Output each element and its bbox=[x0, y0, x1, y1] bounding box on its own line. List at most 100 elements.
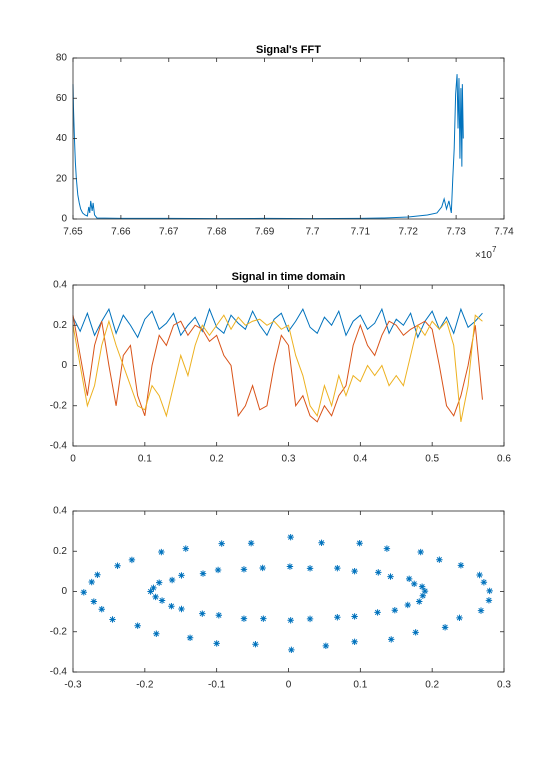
x-tick-label: 0.5 bbox=[425, 454, 439, 465]
scatter-marker bbox=[436, 556, 443, 563]
scatter-marker bbox=[318, 539, 325, 546]
scatter-marker bbox=[477, 607, 485, 614]
y-tick-label: 0.2 bbox=[53, 320, 67, 331]
x-tick-label: 0.3 bbox=[497, 680, 511, 691]
scatter-marker bbox=[387, 573, 394, 580]
y-tick-label: -0.2 bbox=[50, 626, 68, 637]
scatter-marker bbox=[215, 612, 223, 619]
scatter-marker bbox=[287, 617, 294, 624]
scatter-marker bbox=[186, 634, 194, 641]
x-tick-label: 0 bbox=[70, 454, 76, 465]
scatter-marker bbox=[247, 540, 255, 547]
scatter-marker bbox=[147, 588, 154, 595]
x-tick-label: 7.7 bbox=[305, 227, 319, 238]
scatter-marker bbox=[155, 579, 163, 586]
scatter-marker bbox=[322, 642, 330, 650]
scatter-marker bbox=[240, 615, 248, 622]
x-tick-label: 0.1 bbox=[138, 454, 152, 465]
y-tick-label: 0.2 bbox=[53, 546, 67, 557]
scatter-marker bbox=[150, 584, 157, 592]
x-tick-label: 0.2 bbox=[210, 454, 224, 465]
scatter-marker bbox=[486, 587, 493, 595]
y-tick-label: 60 bbox=[56, 93, 68, 104]
scatter-marker bbox=[178, 572, 185, 579]
x-tick-label: 7.67 bbox=[159, 227, 179, 238]
x-tick-label: -0.2 bbox=[136, 680, 154, 691]
scatter-marker bbox=[411, 580, 418, 588]
x-tick-label: 0.2 bbox=[425, 680, 439, 691]
x-tick-label: 7.68 bbox=[207, 227, 227, 238]
scatter-marker bbox=[287, 533, 294, 541]
scatter-marker bbox=[457, 562, 465, 569]
scatter-marker bbox=[218, 540, 225, 547]
scatter-marker bbox=[199, 570, 207, 577]
scatter-marker bbox=[199, 610, 206, 617]
exponent-power: 7 bbox=[492, 245, 497, 254]
scatter-marker bbox=[306, 615, 314, 623]
scatter-marker bbox=[374, 609, 381, 616]
scatter-marker bbox=[114, 562, 121, 569]
scatter-marker bbox=[152, 593, 159, 601]
scatter-marker bbox=[240, 566, 248, 573]
y-tick-label: 0 bbox=[61, 586, 67, 597]
x-tick-label: 7.72 bbox=[398, 227, 418, 238]
line-series bbox=[72, 314, 483, 422]
scatter-marker bbox=[375, 569, 382, 576]
x-tick-label: -0.1 bbox=[208, 680, 226, 691]
scatter-marker bbox=[214, 566, 222, 574]
scatter-marker bbox=[128, 556, 136, 564]
scatter-marker bbox=[134, 622, 141, 629]
x-tick-label: 7.65 bbox=[63, 227, 83, 238]
scatter-marker bbox=[388, 636, 395, 643]
line-series bbox=[72, 307, 483, 339]
chart-title: Signal's FFT bbox=[256, 44, 321, 56]
scatter-marker bbox=[158, 597, 166, 604]
exponent-base: ×10 bbox=[475, 250, 492, 261]
x-tick-label: 7.71 bbox=[351, 227, 371, 238]
y-tick-label: -0.4 bbox=[50, 667, 68, 678]
plot-area bbox=[73, 58, 504, 219]
scatter-marker bbox=[412, 629, 419, 636]
scatter-marker bbox=[405, 575, 413, 583]
line-series bbox=[72, 315, 483, 423]
scatter-marker bbox=[383, 545, 391, 552]
scatter-marker bbox=[288, 646, 295, 654]
y-tick-label: 20 bbox=[56, 173, 68, 184]
scatter-marker bbox=[88, 578, 95, 586]
scatter-marker bbox=[485, 597, 493, 604]
scatter-marker bbox=[351, 638, 358, 646]
x-tick-label: 0.6 bbox=[497, 454, 511, 465]
y-tick-label: 0 bbox=[61, 360, 67, 371]
scatter-marker bbox=[441, 624, 449, 631]
scatter-marker bbox=[182, 545, 189, 552]
scatter-marker bbox=[404, 601, 411, 609]
scatter-marker bbox=[168, 602, 175, 610]
scatter-marker bbox=[260, 615, 267, 622]
scatter-marker bbox=[334, 564, 341, 572]
scatter-marker bbox=[417, 548, 424, 556]
y-tick-label: 40 bbox=[56, 133, 68, 144]
scatter-marker bbox=[213, 640, 220, 647]
x-tick-label: -0.3 bbox=[64, 680, 82, 691]
scatter-marker bbox=[94, 571, 101, 578]
scatter-marker bbox=[259, 564, 266, 572]
x-tick-label: 7.69 bbox=[255, 227, 275, 238]
x-tick-label: 0.4 bbox=[353, 454, 367, 465]
x-tick-label: 7.73 bbox=[446, 227, 466, 238]
y-tick-label: 0 bbox=[61, 214, 67, 225]
scatter-marker bbox=[153, 630, 160, 637]
scatter-marker bbox=[334, 614, 341, 621]
x-tick-label: 0.3 bbox=[282, 454, 296, 465]
y-tick-label: 80 bbox=[56, 53, 68, 64]
scatter-marker bbox=[168, 576, 176, 584]
y-tick-label: -0.2 bbox=[50, 400, 68, 411]
chart-title: Signal in time domain bbox=[232, 271, 346, 283]
x-exponent: ×107 bbox=[475, 245, 497, 261]
y-tick-label: 0.4 bbox=[53, 280, 67, 291]
scatter-marker bbox=[80, 589, 87, 596]
x-tick-label: 0.1 bbox=[353, 680, 367, 691]
scatter-marker bbox=[306, 565, 314, 572]
scatter-marker bbox=[351, 613, 358, 620]
scatter-marker bbox=[252, 641, 259, 648]
